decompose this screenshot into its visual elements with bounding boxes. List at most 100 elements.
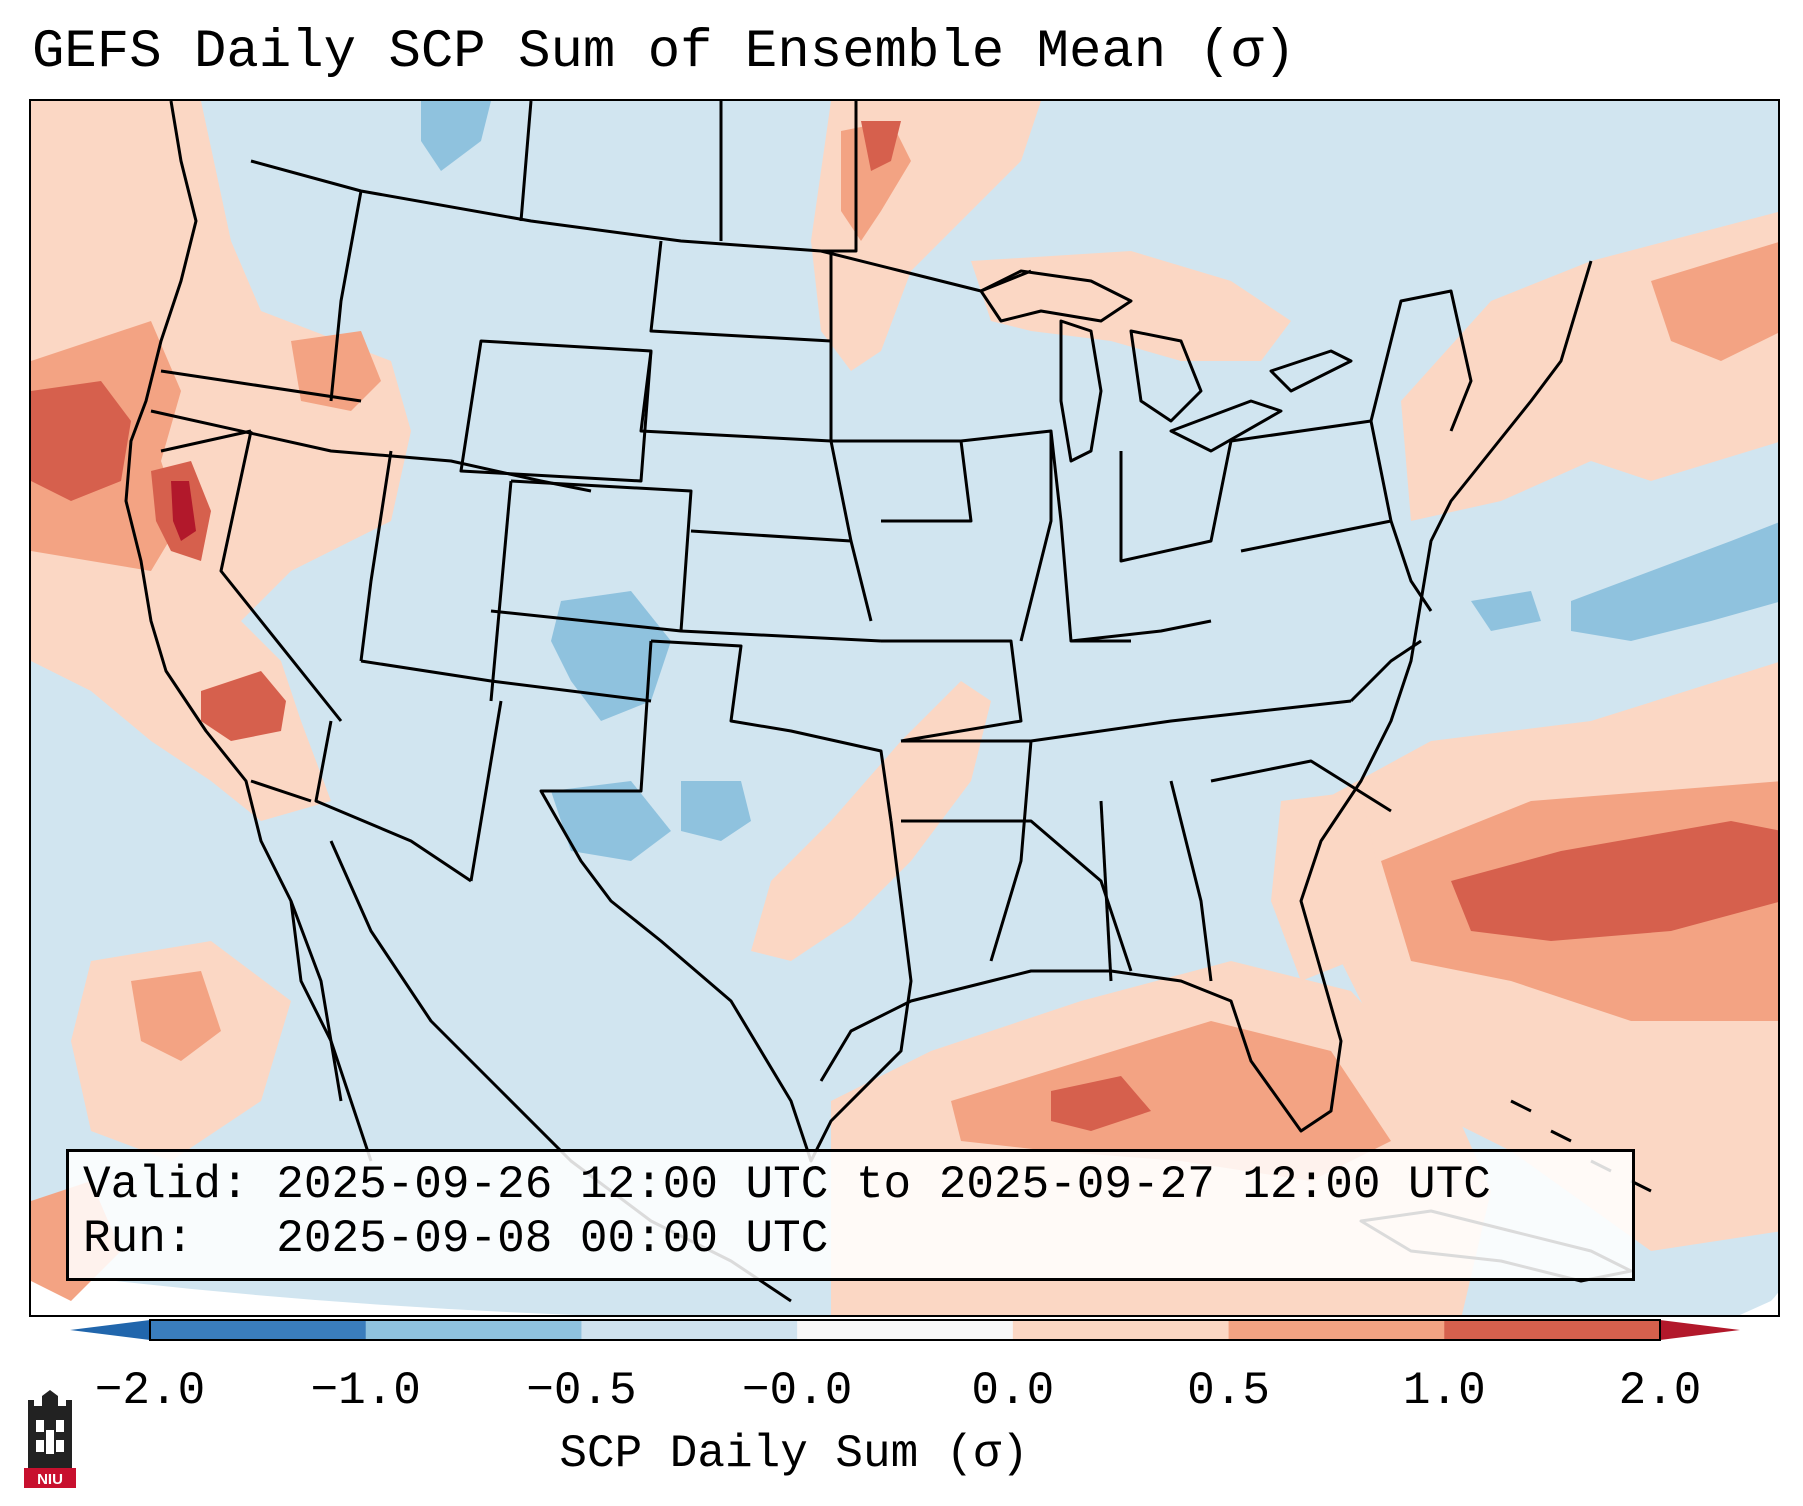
anomaly-region-new-mexico-negative — [551, 781, 671, 861]
state-line — [1099, 800, 1113, 982]
lake-michigan — [1059, 319, 1103, 463]
boundaries — [124, 101, 1652, 1303]
map-panel — [29, 99, 1780, 1317]
state-line — [1210, 759, 1392, 813]
colorbar-extend-min — [70, 1320, 150, 1340]
state-line — [314, 720, 472, 883]
colorbar-bin — [1444, 1320, 1661, 1340]
valid-row: Valid: 2025-09-26 12:00 UTC to 2025-09-2… — [83, 1158, 1632, 1212]
lake-erie — [1169, 399, 1283, 453]
colorbar-bin — [1012, 1320, 1230, 1340]
colorbar-tick-label: 2.0 — [1618, 1365, 1702, 1417]
anomaly-region-mid-atlantic-negative — [1471, 591, 1541, 631]
anomaly-region-southeast — [1271, 791, 1381, 981]
state-line — [680, 629, 882, 643]
anomaly-field — [31, 101, 1778, 1315]
state-line — [1169, 780, 1213, 982]
state-line — [821, 101, 858, 253]
state-line — [1070, 619, 1212, 643]
anomaly-region-socal — [201, 671, 286, 741]
map-title: GEFS Daily SCP Sum of Ensemble Mean (σ) — [32, 22, 1296, 83]
state-line — [1349, 639, 1422, 703]
colorbar-bin — [1228, 1320, 1445, 1340]
valid-run-info-box: Valid: 2025-09-26 12:00 UTC to 2025-09-2… — [66, 1149, 1635, 1281]
colorbar-tick-label: −2.0 — [94, 1365, 206, 1417]
state-line — [160, 429, 252, 453]
state-line — [490, 479, 693, 633]
state-line — [160, 369, 362, 403]
anomaly-region-colorado-negative — [551, 591, 671, 721]
state-line — [519, 101, 533, 222]
anomaly-region-great-lakes — [971, 251, 1291, 361]
anomaly-region-sierra-max — [171, 481, 196, 541]
niu-logo: NIU — [24, 1390, 76, 1488]
colorbar-bin — [797, 1320, 1014, 1340]
niu-logo-text: NIU — [37, 1471, 63, 1488]
colorbar-tick-label: 0.5 — [1187, 1365, 1270, 1417]
run-label: Run: — [83, 1213, 194, 1265]
valid-value: 2025-09-26 12:00 UTC to 2025-09-27 12:00… — [276, 1159, 1491, 1211]
atlantic-coastline — [819, 260, 1593, 1133]
colorbar-bin — [365, 1320, 582, 1340]
valid-label: Valid: — [83, 1159, 249, 1211]
state-line — [1369, 289, 1473, 432]
colorbar-outline — [149, 1319, 1661, 1341]
state-line — [250, 779, 312, 803]
run-value: 2025-09-08 00:00 UTC — [276, 1213, 829, 1265]
anomaly-region-oregon — [291, 331, 381, 411]
map-canvas — [31, 101, 1778, 1315]
state-line — [1119, 440, 1233, 563]
texas-border — [539, 640, 913, 1163]
colorbar-tick-label: −0.0 — [741, 1365, 853, 1417]
anomaly-region-new-england-strong — [1651, 242, 1778, 361]
baja-california — [289, 900, 373, 1162]
colorbar-tick-label: 1.0 — [1402, 1365, 1486, 1417]
state-line — [831, 439, 973, 523]
bahamas — [1510, 1099, 1652, 1193]
state-line — [639, 350, 832, 443]
state-line — [960, 429, 1053, 642]
anomaly-region-north-plains-max — [861, 121, 901, 171]
anomaly-region-north-negative — [421, 101, 491, 171]
colorbar-bin — [581, 1320, 798, 1340]
anomaly-region-gulf-strong — [951, 1021, 1391, 1181]
colorbar-label: SCP Daily Sum (σ) — [559, 1428, 1029, 1480]
us-canada-border — [250, 159, 1032, 293]
pacific-coastline — [124, 101, 343, 1102]
anomaly-region-west-coast — [31, 101, 411, 821]
anomaly-region-pacific-south-strong — [131, 971, 221, 1061]
colorbar-tick-label: 0.0 — [971, 1365, 1055, 1417]
anomaly-region-west-coast-max — [31, 381, 131, 501]
state-line — [469, 700, 503, 882]
state-line — [459, 339, 653, 483]
colorbar-tick-label: −0.5 — [526, 1365, 637, 1417]
state-line — [489, 480, 513, 702]
state-line — [989, 740, 1033, 962]
state-line — [1389, 520, 1433, 612]
state-line — [219, 430, 343, 722]
state-line — [360, 659, 652, 703]
colorbar-extend-max — [1660, 1320, 1740, 1340]
state-line — [649, 240, 832, 343]
state-line — [881, 639, 1023, 743]
state-line — [1230, 419, 1393, 553]
state-line — [329, 190, 363, 402]
colorbar-tick-label: −1.0 — [310, 1365, 421, 1417]
colorbar — [70, 1319, 1740, 1341]
anomaly-region-atlantic-negative — [1571, 522, 1778, 641]
anomaly-region-atlantic-max — [1451, 821, 1778, 941]
anomaly-region-texas-strip — [751, 681, 991, 961]
state-line — [1049, 430, 1131, 643]
state-line — [901, 699, 1352, 743]
colorbar-bins — [150, 1320, 1661, 1340]
state-line — [359, 450, 393, 662]
lake-superior — [979, 269, 1133, 323]
state-line — [650, 639, 893, 822]
run-row: Run: 2025-09-08 00:00 UTC — [83, 1212, 1632, 1266]
colorbar-bin — [150, 1320, 367, 1340]
anomaly-region-new-mexico-negative-2 — [681, 781, 751, 841]
lake-ontario — [1269, 349, 1353, 393]
projection-edge — [31, 1271, 577, 1315]
state-line — [901, 819, 1133, 972]
anomaly-region-gulf-max — [1051, 1076, 1151, 1131]
